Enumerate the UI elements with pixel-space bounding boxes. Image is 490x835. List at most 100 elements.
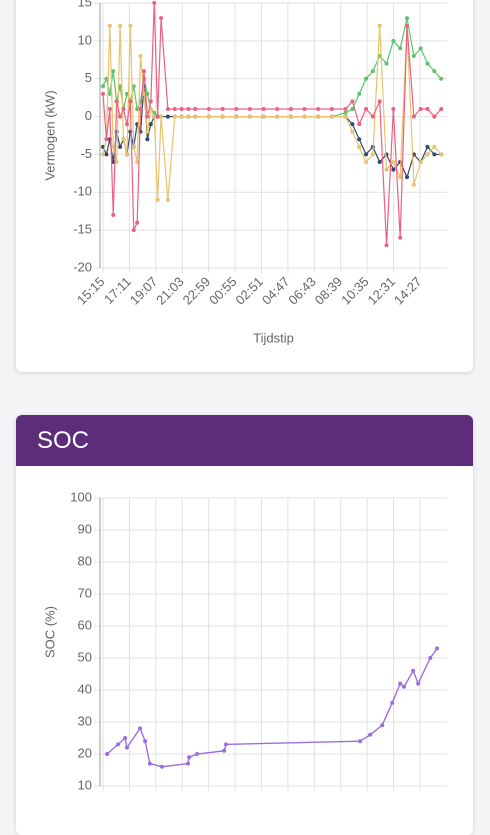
data-point xyxy=(104,137,109,142)
data-point xyxy=(370,114,375,119)
x-tick-label: 14:27 xyxy=(391,274,425,308)
x-tick-label: 17:11 xyxy=(101,274,134,307)
data-point xyxy=(193,114,198,119)
data-point xyxy=(384,167,389,172)
y-tick-label: 15 xyxy=(78,0,92,9)
data-point xyxy=(118,144,123,149)
power-card xyxy=(16,0,473,372)
data-point xyxy=(261,107,266,111)
data-point xyxy=(148,122,153,127)
y-tick-label: 0 xyxy=(85,108,92,123)
data-point xyxy=(370,152,375,157)
data-point xyxy=(368,732,373,737)
series-line xyxy=(102,2,442,246)
y-tick-label: 10 xyxy=(78,777,92,792)
y-tick-label: 60 xyxy=(78,617,92,632)
data-point xyxy=(402,684,407,689)
data-point xyxy=(141,91,146,96)
data-point xyxy=(432,69,437,74)
data-point xyxy=(302,107,307,111)
data-point xyxy=(350,122,355,127)
data-point xyxy=(377,23,382,28)
data-point xyxy=(247,114,252,119)
y-tick-label: 5 xyxy=(85,70,92,85)
data-point xyxy=(364,152,369,157)
data-point xyxy=(195,752,200,756)
data-point xyxy=(101,84,105,89)
data-point xyxy=(398,235,403,240)
data-point xyxy=(135,107,140,111)
data-point xyxy=(343,107,348,111)
charts: 151050-5-10-15-2015:1517:1119:0721:0322:… xyxy=(42,0,447,792)
y-tick-label: 10 xyxy=(78,32,92,47)
data-point xyxy=(432,152,437,157)
data-point xyxy=(384,61,389,66)
data-point xyxy=(138,107,143,111)
data-point xyxy=(147,761,152,766)
data-point xyxy=(343,110,348,115)
x-tick-label: 19:07 xyxy=(127,274,161,308)
data-point xyxy=(411,182,416,187)
data-point xyxy=(411,668,416,673)
data-point xyxy=(135,220,140,225)
data-point xyxy=(116,742,121,747)
data-point xyxy=(138,726,143,731)
data-point xyxy=(179,107,184,111)
data-point xyxy=(165,107,170,111)
data-point xyxy=(418,46,423,51)
y-tick-label: -5 xyxy=(80,146,92,161)
data-point xyxy=(357,144,362,149)
x-tick-label: 06:43 xyxy=(285,274,319,308)
data-point xyxy=(186,114,191,119)
x-tick-label: 02:51 xyxy=(232,274,266,308)
data-point xyxy=(193,107,198,111)
y-axis-title: Vermogen (kW) xyxy=(42,90,57,180)
x-tick-label: 12:31 xyxy=(365,274,399,308)
data-point xyxy=(152,1,157,5)
x-axis-title: Tijdstip xyxy=(253,330,294,345)
data-point xyxy=(111,69,116,74)
data-point xyxy=(380,723,385,728)
x-tick-label: 21:03 xyxy=(153,274,187,308)
data-point xyxy=(391,107,396,111)
data-point xyxy=(111,144,116,149)
y-axis-title: SOC (%) xyxy=(42,606,57,658)
data-point xyxy=(357,137,362,142)
y-tick-label: 90 xyxy=(78,521,92,536)
data-point xyxy=(179,114,184,119)
data-point xyxy=(439,152,444,157)
data-point xyxy=(124,122,129,127)
data-point xyxy=(364,107,369,111)
data-point xyxy=(128,99,133,104)
data-point xyxy=(288,114,293,119)
y-tick-label: 20 xyxy=(78,745,92,760)
data-point xyxy=(435,646,440,651)
data-point xyxy=(391,160,396,164)
soc-card: SOC xyxy=(16,415,473,835)
y-tick-label: 50 xyxy=(78,649,92,664)
data-point xyxy=(384,152,389,157)
data-point xyxy=(377,160,382,164)
data-point xyxy=(131,144,136,149)
data-point xyxy=(121,107,126,111)
data-point xyxy=(138,129,143,134)
data-point xyxy=(391,38,396,43)
data-point xyxy=(131,84,136,89)
data-point xyxy=(155,197,160,202)
data-point xyxy=(124,745,129,750)
data-point xyxy=(114,160,119,164)
data-point xyxy=(405,23,410,28)
data-point xyxy=(425,107,430,111)
y-tick-label: 80 xyxy=(78,553,92,568)
data-point xyxy=(172,107,177,111)
data-point xyxy=(416,681,421,686)
data-point xyxy=(384,243,389,248)
data-point xyxy=(405,175,410,180)
data-point xyxy=(187,755,192,760)
data-point xyxy=(107,23,112,28)
y-tick-label: 70 xyxy=(78,585,92,600)
data-point xyxy=(425,144,430,149)
x-tick-label: 15:15 xyxy=(74,274,108,308)
data-point xyxy=(131,228,136,233)
data-point xyxy=(439,76,444,81)
